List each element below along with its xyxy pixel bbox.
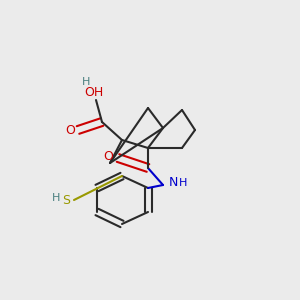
Text: H: H: [52, 193, 60, 203]
Text: OH: OH: [84, 85, 104, 98]
Text: H: H: [179, 178, 187, 188]
Text: S: S: [62, 194, 70, 206]
Text: O: O: [65, 124, 75, 136]
Text: O: O: [103, 149, 113, 163]
Text: H: H: [82, 77, 90, 87]
Text: N: N: [168, 176, 178, 190]
